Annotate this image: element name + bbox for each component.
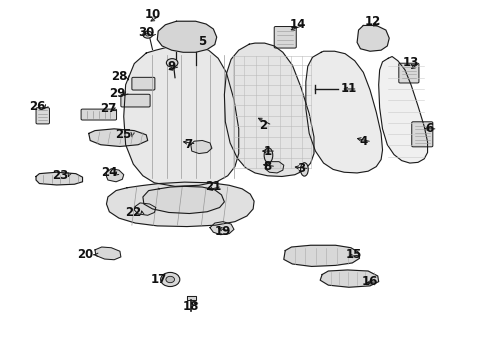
Text: 24: 24: [101, 166, 117, 179]
FancyBboxPatch shape: [274, 27, 296, 48]
Text: 4: 4: [359, 135, 366, 148]
FancyBboxPatch shape: [36, 108, 49, 124]
Text: 27: 27: [100, 102, 116, 115]
FancyBboxPatch shape: [398, 63, 418, 83]
Text: 23: 23: [52, 169, 68, 182]
Text: 25: 25: [115, 128, 132, 141]
Text: 11: 11: [340, 82, 356, 95]
Text: 15: 15: [345, 248, 361, 261]
Polygon shape: [378, 57, 427, 163]
FancyBboxPatch shape: [121, 94, 150, 107]
Text: 26: 26: [29, 100, 45, 113]
Circle shape: [166, 59, 178, 67]
Text: 28: 28: [110, 71, 127, 84]
Text: 5: 5: [198, 35, 206, 48]
Text: 18: 18: [182, 300, 199, 313]
Text: 9: 9: [167, 60, 175, 73]
Text: 20: 20: [77, 248, 93, 261]
Polygon shape: [95, 247, 121, 260]
Text: 10: 10: [144, 8, 160, 21]
Circle shape: [142, 31, 152, 38]
Polygon shape: [186, 296, 195, 300]
Polygon shape: [89, 129, 147, 147]
Polygon shape: [134, 203, 156, 215]
Text: 19: 19: [214, 225, 231, 238]
Polygon shape: [320, 270, 378, 287]
FancyBboxPatch shape: [132, 77, 155, 90]
Ellipse shape: [264, 148, 272, 163]
Polygon shape: [123, 45, 238, 186]
Text: 13: 13: [402, 57, 419, 69]
Polygon shape: [209, 222, 233, 235]
Text: 30: 30: [138, 26, 154, 39]
Polygon shape: [157, 21, 216, 52]
FancyBboxPatch shape: [81, 109, 116, 120]
Circle shape: [160, 273, 180, 287]
Text: 14: 14: [289, 18, 306, 31]
Polygon shape: [283, 245, 359, 266]
Circle shape: [165, 276, 174, 283]
Text: 1: 1: [263, 145, 271, 158]
Text: 8: 8: [263, 160, 271, 173]
Polygon shape: [264, 162, 283, 173]
Polygon shape: [305, 51, 382, 173]
Polygon shape: [142, 186, 224, 213]
Text: 3: 3: [296, 162, 305, 175]
FancyBboxPatch shape: [411, 122, 432, 147]
Text: 6: 6: [424, 122, 432, 135]
Text: 17: 17: [151, 273, 167, 286]
Polygon shape: [106, 169, 123, 182]
Text: 16: 16: [361, 275, 378, 288]
Polygon shape: [356, 26, 388, 51]
Text: 29: 29: [109, 87, 125, 100]
Polygon shape: [190, 140, 211, 153]
Text: 21: 21: [205, 180, 221, 193]
Text: 7: 7: [183, 138, 192, 150]
Polygon shape: [224, 43, 313, 176]
Circle shape: [145, 33, 149, 36]
Ellipse shape: [300, 163, 307, 176]
Text: 12: 12: [364, 15, 380, 28]
Text: 2: 2: [259, 119, 267, 132]
Text: 22: 22: [125, 206, 141, 219]
Polygon shape: [36, 172, 82, 185]
Polygon shape: [106, 182, 254, 226]
